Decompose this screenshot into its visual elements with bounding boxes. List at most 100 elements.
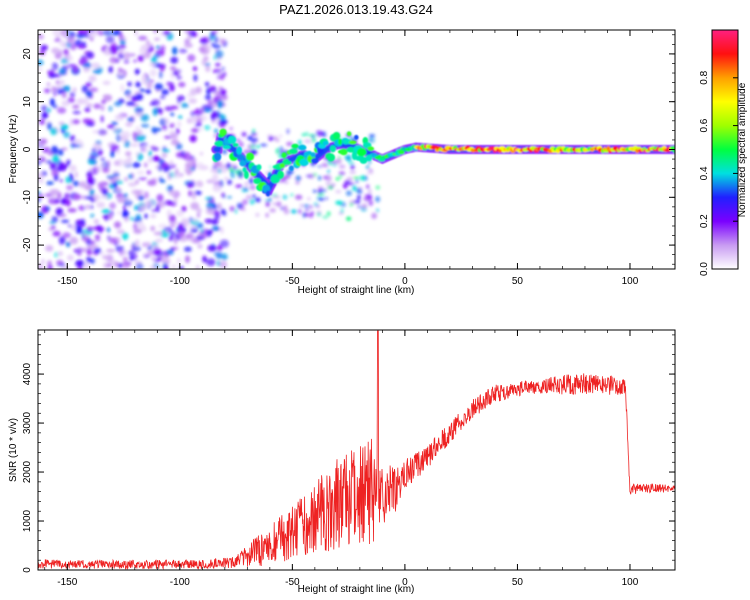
spectrogram-noise-blob <box>264 199 273 202</box>
spectrogram-noise-blob <box>214 210 220 214</box>
spectrogram-noise-blob <box>186 35 192 41</box>
spectrogram-noise-blob <box>201 59 206 66</box>
spectrogram-noise-blob <box>349 203 354 207</box>
spectrogram-noise-blob <box>336 158 342 165</box>
snr-x-tick-label: 50 <box>512 577 524 588</box>
spectrogram-noise-blob <box>89 258 95 264</box>
snr-y-ticks: 0 1000 2000 3000 4000 <box>22 334 675 573</box>
spectrogram-x-tick-label: 100 <box>622 276 639 287</box>
spectrogram-noise-blob <box>297 208 302 214</box>
spectrogram-noise-blob <box>194 115 204 123</box>
spectrogram-noise-blob <box>154 37 160 41</box>
spectrogram-noise-blob <box>85 204 90 210</box>
spectrogram-ridge-blob <box>256 164 262 171</box>
spectrogram-noise-blob <box>311 134 315 139</box>
spectrogram-noise-blob <box>92 226 100 231</box>
spectrogram-noise-blob <box>69 236 79 245</box>
spectrogram-ridge-blob <box>322 140 329 146</box>
spectrogram-noise-blob <box>178 81 186 88</box>
spectrogram-noise-blob <box>290 193 294 197</box>
spectrogram-noise-blob <box>71 119 80 125</box>
spectrogram-noise-blob <box>112 172 120 177</box>
spectrogram-noise-blob <box>152 155 161 162</box>
spectrogram-ridge-blob <box>222 145 231 150</box>
spectrogram-noise-blob <box>186 42 191 48</box>
snr-series-line <box>38 330 675 570</box>
spectrogram-noise-blob <box>178 115 183 119</box>
spectrogram-noise-blob <box>138 177 148 181</box>
spectrogram-noise-blob <box>335 200 343 205</box>
spectrogram-noise-blob <box>350 164 355 170</box>
colorbar-tick-label: 0.2 <box>699 214 710 228</box>
spectrogram-noise-blob <box>316 210 322 216</box>
spectrogram-noise-blob <box>217 260 221 267</box>
spectrogram-noise-blob <box>335 189 342 194</box>
spectrogram-noise-blob <box>213 55 217 60</box>
spectrogram-noise-blob <box>205 197 213 201</box>
spectrogram-ridge-blob <box>219 128 227 136</box>
spectrogram-noise-blob <box>212 69 222 74</box>
spectrogram-noise-blob <box>83 262 90 269</box>
spectrogram-noise-blob <box>161 117 170 125</box>
spectrogram-noise-blob <box>237 171 243 175</box>
spectrogram-noise-blob <box>172 171 182 179</box>
spectrogram-noise-blob <box>135 125 139 132</box>
spectrogram-noise-blob <box>40 118 45 125</box>
spectrogram-noise-blob <box>366 184 370 189</box>
spectrogram-noise-blob <box>217 168 222 174</box>
spectrogram-noise-blob <box>106 263 113 268</box>
spectrogram-noise-blob <box>222 194 226 199</box>
spectrogram-noise-blob <box>169 84 175 92</box>
spectrogram-noise-blob <box>102 167 108 173</box>
spectrogram-noise-blob <box>265 201 270 207</box>
spectrogram-noise-blob <box>47 265 53 269</box>
spectrogram-noise-blob <box>155 238 163 243</box>
spectrogram-noise-blob <box>46 159 52 165</box>
spectrogram-noise-blob <box>158 70 163 79</box>
spectrogram-noise-blob <box>190 202 200 210</box>
spectrogram-noise-blob <box>317 175 322 181</box>
spectrogram-noise-blob <box>197 222 204 229</box>
spectrogram-noise-blob <box>91 62 100 69</box>
spectrogram-noise-blob <box>178 48 188 54</box>
spectrogram-ridge-blob <box>377 154 382 160</box>
spectrogram-noise-blob <box>327 185 334 190</box>
spectrogram-noise-blob <box>126 101 135 106</box>
spectrogram-ridge-blob <box>398 150 405 155</box>
spectrogram-noise-blob <box>59 178 63 183</box>
spectrogram-noise-blob <box>135 135 145 142</box>
spectrogram-ridge-blob <box>346 131 352 136</box>
spectrogram-noise-cloud <box>38 30 381 269</box>
spectrogram-noise-blob <box>113 160 120 166</box>
spectrogram-noise-blob <box>136 170 145 176</box>
spectrogram-noise-blob <box>124 140 131 148</box>
spectrogram-noise-blob <box>124 177 128 182</box>
spectrogram-noise-blob <box>181 154 187 159</box>
spectrogram-noise-blob <box>108 66 113 73</box>
spectrogram-noise-blob <box>62 232 71 239</box>
spectrogram-noise-blob <box>60 124 69 130</box>
spectrogram-noise-blob <box>326 175 332 182</box>
spectrogram-noise-blob <box>79 58 85 66</box>
spectrogram-noise-blob <box>86 176 95 186</box>
spectrogram-ridge-blob <box>284 160 292 165</box>
spectrogram-noise-blob <box>162 149 170 153</box>
spectrogram-noise-blob <box>107 214 113 220</box>
spectrogram-noise-blob <box>149 265 155 269</box>
spectrogram-noise-blob <box>346 216 352 221</box>
spectrogram-noise-blob <box>58 121 65 126</box>
spectrogram-noise-blob <box>57 88 63 95</box>
spectrogram-noise-blob <box>47 69 55 75</box>
spectrogram-noise-blob <box>98 185 105 190</box>
spectrogram-noise-blob <box>376 208 379 213</box>
spectrogram-noise-blob <box>212 174 219 182</box>
spectrogram-noise-blob <box>64 193 70 199</box>
spectrogram-noise-blob <box>188 190 192 197</box>
spectrogram-x-tick-label: -50 <box>285 276 300 287</box>
spectrogram-noise-blob <box>322 215 329 219</box>
spectrogram-ridge-blob <box>213 152 222 162</box>
spectrogram-noise-blob <box>340 209 344 213</box>
spectrogram-x-tick-label: 0 <box>402 276 408 287</box>
spectrogram-noise-blob <box>150 256 157 261</box>
spectrogram-noise-blob <box>188 98 197 104</box>
